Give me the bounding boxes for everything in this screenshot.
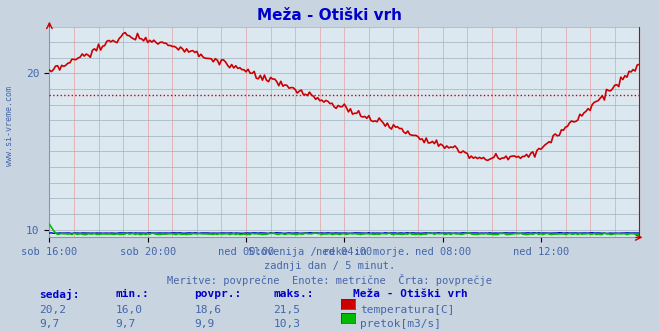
Text: temperatura[C]: temperatura[C]: [360, 305, 454, 315]
Text: 16,0: 16,0: [115, 305, 142, 315]
Text: sedaj:: sedaj:: [40, 289, 80, 300]
Text: www.si-vreme.com: www.si-vreme.com: [5, 86, 14, 166]
Text: Meža - Otiški vrh: Meža - Otiški vrh: [257, 8, 402, 23]
Text: pretok[m3/s]: pretok[m3/s]: [360, 319, 441, 329]
Text: 10,3: 10,3: [273, 319, 301, 329]
Text: maks.:: maks.:: [273, 289, 314, 299]
Text: 18,6: 18,6: [194, 305, 221, 315]
Text: 9,7: 9,7: [40, 319, 60, 329]
Text: 20,2: 20,2: [40, 305, 67, 315]
Text: povpr.:: povpr.:: [194, 289, 242, 299]
Text: Meža - Otiški vrh: Meža - Otiški vrh: [353, 289, 467, 299]
Text: 9,7: 9,7: [115, 319, 136, 329]
Text: Slovenija / reke in morje.: Slovenija / reke in morje.: [248, 247, 411, 257]
Text: 9,9: 9,9: [194, 319, 215, 329]
Text: 21,5: 21,5: [273, 305, 301, 315]
Text: Meritve: povprečne  Enote: metrične  Črta: povprečje: Meritve: povprečne Enote: metrične Črta:…: [167, 274, 492, 286]
Text: min.:: min.:: [115, 289, 149, 299]
Text: zadnji dan / 5 minut.: zadnji dan / 5 minut.: [264, 261, 395, 271]
